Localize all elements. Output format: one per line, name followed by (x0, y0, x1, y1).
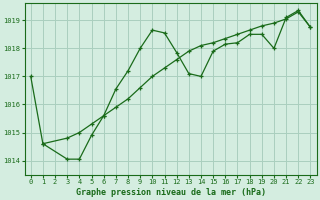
X-axis label: Graphe pression niveau de la mer (hPa): Graphe pression niveau de la mer (hPa) (76, 188, 266, 197)
